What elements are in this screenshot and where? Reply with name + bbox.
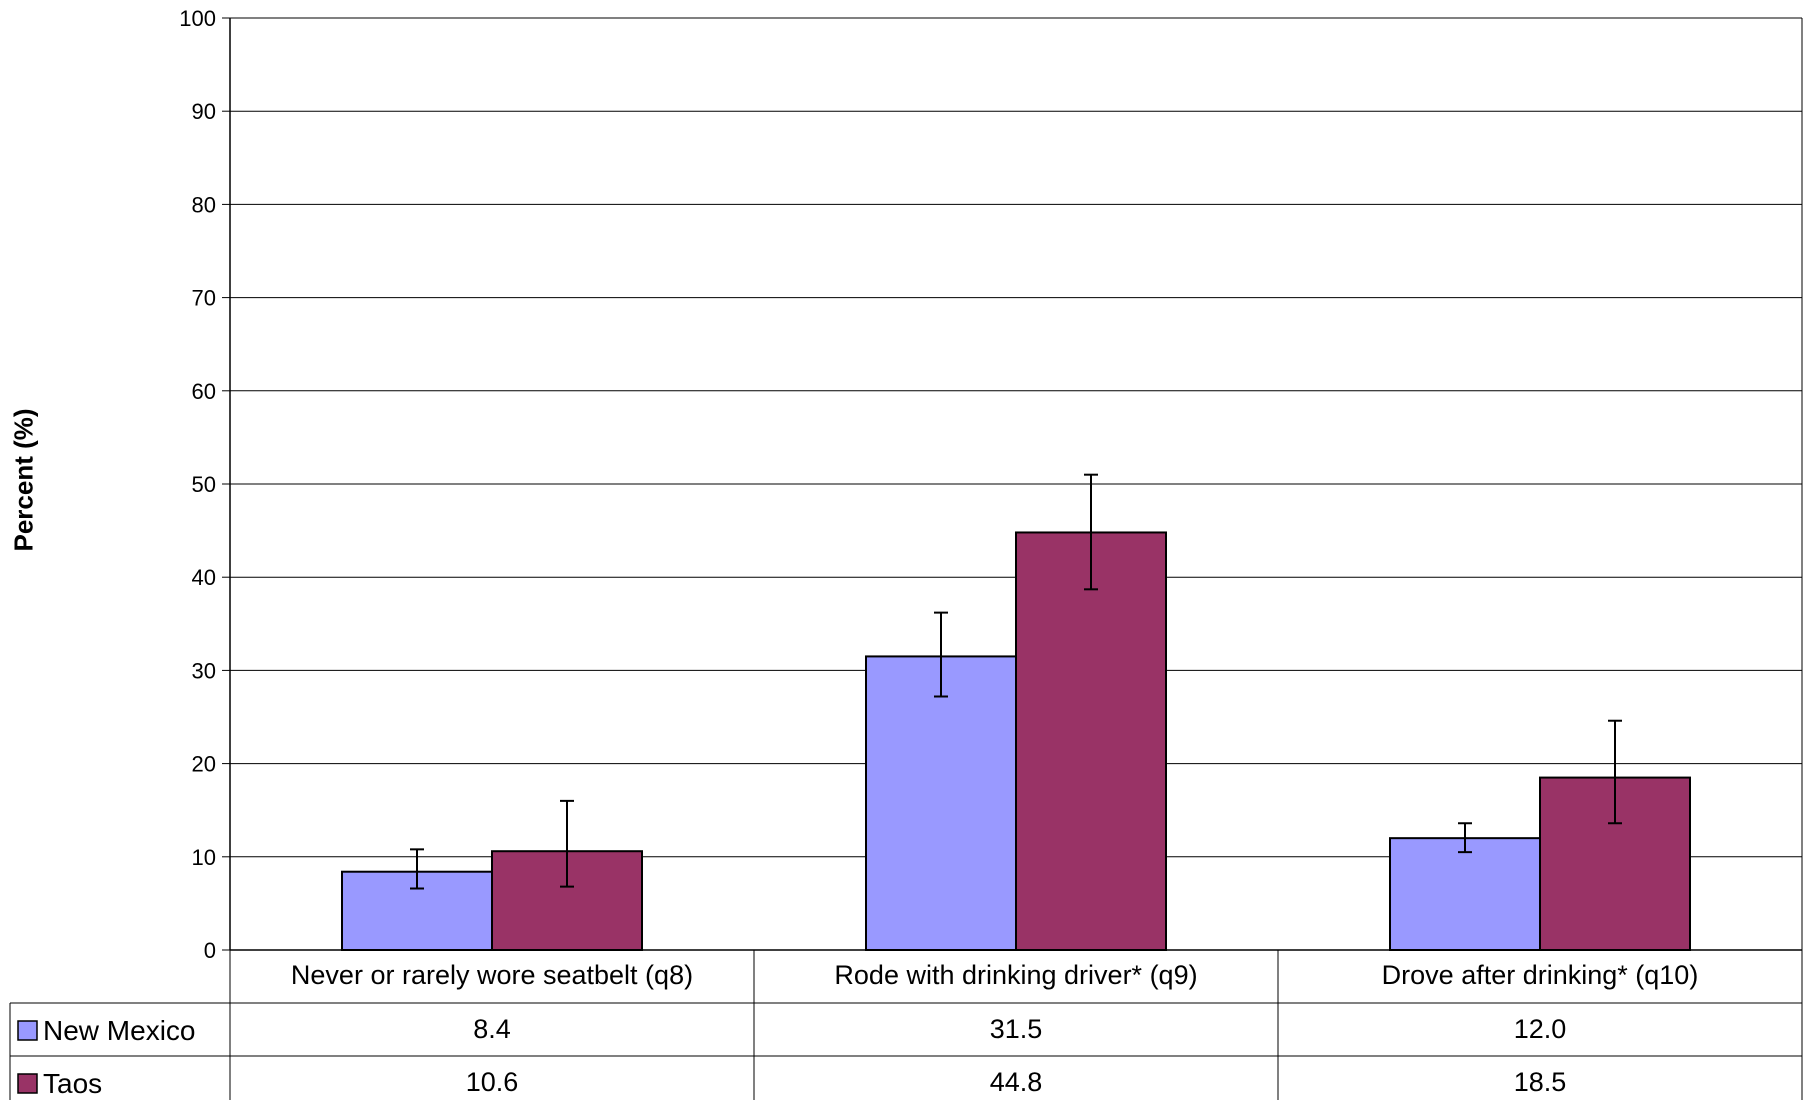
bar [1389,837,1541,951]
legend-swatch [17,1073,38,1094]
data-label: 18.5 [1514,1067,1567,1097]
y-tick-label: 0 [204,938,216,963]
y-tick-label: 60 [192,379,216,404]
data-table: Never or rarely wore seatbelt (q8) Rode w… [9,949,1803,1100]
legend-label: New Mexico [43,1015,195,1046]
data-label: 12.0 [1514,1014,1567,1044]
bar [1015,531,1167,951]
data-label: 31.5 [990,1014,1043,1044]
category-label: Never or rarely wore seatbelt (q8) [291,960,693,990]
error-bars [410,473,1622,890]
category-label: Drove after drinking* (q10) [1382,960,1699,990]
y-tick-label: 10 [192,845,216,870]
y-tick-label: 30 [192,658,216,683]
category-label: Rode with drinking driver* (q9) [834,960,1197,990]
y-axis: 0 10 20 30 40 50 60 70 80 90 100 [179,6,1803,963]
y-tick-label: 100 [179,6,216,31]
y-tick-label: 50 [192,472,216,497]
bars [341,531,1691,952]
y-tick-label: 90 [192,99,216,124]
y-tick-label: 80 [192,192,216,217]
bar [865,655,1017,951]
legend-swatch [17,1020,38,1041]
data-label: 44.8 [990,1067,1043,1097]
y-tick-label: 40 [192,565,216,590]
data-label: 8.4 [473,1014,511,1044]
y-tick-label: 20 [192,752,216,777]
data-label: 10.6 [466,1067,519,1097]
y-tick-label: 70 [192,286,216,311]
legend-label: Taos [43,1068,102,1099]
